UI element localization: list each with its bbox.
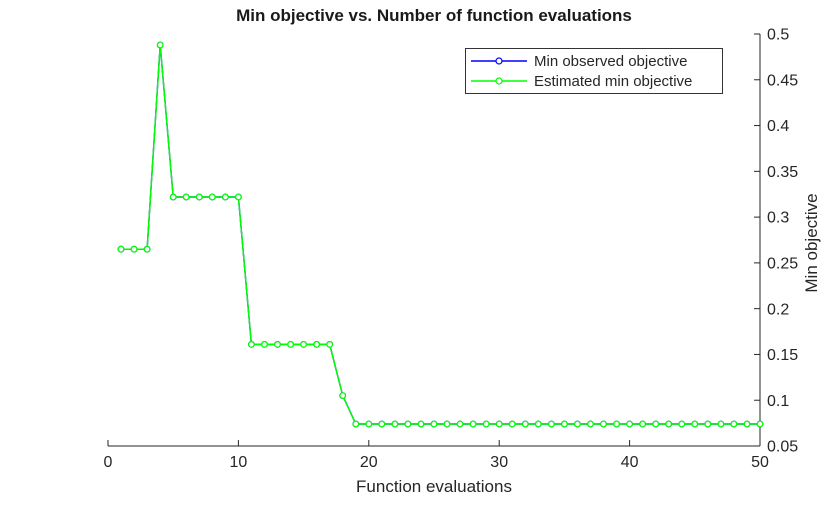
data-point-marker: [626, 420, 633, 428]
legend-swatch: [471, 77, 527, 85]
y-tick-label: 0.35: [767, 164, 798, 181]
data-point-marker: [756, 420, 764, 428]
data-point-marker: [587, 420, 594, 428]
data-point-marker: [117, 245, 125, 253]
y-tick-label: 0.1: [767, 393, 789, 410]
y-tick-label: 0.2: [767, 301, 789, 318]
data-point-marker: [613, 420, 620, 428]
data-point-marker: [234, 193, 242, 201]
y-tick-label: 0.45: [767, 72, 798, 89]
y-tick-label: 0.4: [767, 118, 789, 135]
data-point-marker: [365, 420, 373, 428]
y-tick-label: 0.5: [767, 27, 789, 44]
legend-entry: Min observed objective: [470, 51, 718, 71]
data-point-marker: [534, 420, 542, 428]
legend-swatch: [471, 57, 527, 65]
data-point-marker: [274, 341, 281, 348]
x-tick-label: 50: [751, 454, 769, 471]
data-point-marker: [378, 420, 386, 428]
legend: Min observed objective Estimated min obje…: [465, 48, 723, 94]
x-tick-label: 40: [621, 454, 639, 471]
data-point-marker: [404, 420, 412, 428]
data-point-marker: [469, 420, 477, 428]
data-point-marker: [482, 420, 490, 428]
y-tick-label: 0.3: [767, 210, 789, 227]
data-point-marker: [430, 420, 438, 428]
data-point-marker: [521, 420, 529, 428]
data-point-marker: [456, 420, 464, 428]
data-point-marker: [495, 420, 503, 428]
data-point-marker: [743, 420, 751, 428]
legend-entry-label: Estimated min objective: [534, 72, 693, 90]
legend-entry-label: Min observed objective: [534, 52, 688, 70]
data-point-marker: [208, 193, 216, 201]
y-tick-label: 0.05: [767, 439, 798, 456]
x-tick-label: 30: [490, 454, 508, 471]
data-point-marker: [704, 420, 712, 428]
series-line-estimated-min-objective: [121, 44, 760, 425]
x-tick-label: 10: [230, 454, 248, 471]
y-axis-label: Min objective: [802, 193, 821, 293]
data-point-marker: [169, 193, 177, 201]
data-point-marker: [221, 193, 229, 201]
data-point-marker: [561, 420, 568, 428]
series-line-min-observed-objective: [121, 44, 760, 425]
data-point-marker: [717, 420, 725, 428]
data-point-marker: [195, 193, 203, 201]
data-point-marker: [548, 420, 555, 428]
data-point-marker: [730, 420, 738, 428]
data-point-marker: [156, 41, 164, 49]
data-point-marker: [391, 420, 399, 428]
data-point-marker: [443, 420, 451, 428]
x-axis-label: Function evaluations: [356, 477, 512, 496]
data-point-marker: [678, 420, 686, 428]
y-tick-label: 0.15: [767, 347, 798, 364]
data-point-marker: [313, 341, 321, 348]
data-point-marker: [182, 193, 190, 201]
data-point-marker: [326, 341, 334, 348]
chart-title: Min objective vs. Number of function eva…: [236, 6, 632, 25]
data-point-marker: [143, 245, 151, 253]
data-point-marker: [261, 341, 268, 348]
data-point-marker: [665, 420, 673, 428]
data-point-marker: [417, 420, 425, 428]
data-point-marker: [691, 420, 699, 428]
legend-entry: Estimated min objective: [470, 71, 718, 91]
data-point-marker: [130, 245, 138, 253]
data-point-marker: [574, 420, 581, 428]
data-point-marker: [600, 420, 607, 428]
data-point-marker: [639, 420, 646, 428]
y-tick-label: 0.25: [767, 255, 798, 272]
x-tick-label: 20: [360, 454, 378, 471]
data-point-marker: [300, 341, 308, 348]
data-point-marker: [287, 341, 295, 348]
data-point-marker: [247, 341, 255, 348]
x-tick-label: 0: [104, 454, 113, 471]
data-point-marker: [652, 420, 660, 428]
data-point-marker: [508, 420, 516, 428]
data-point-marker: [352, 420, 360, 428]
data-point-marker: [339, 392, 347, 400]
